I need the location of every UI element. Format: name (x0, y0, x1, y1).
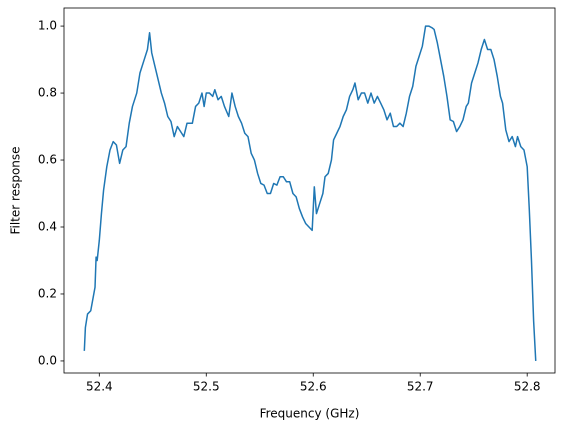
x-tick-label: 52.8 (514, 380, 541, 394)
y-tick-label: 0.0 (38, 353, 57, 367)
x-tick-label: 52.7 (407, 380, 434, 394)
x-tick-label: 52.5 (193, 380, 220, 394)
data-line (83, 25, 537, 361)
y-tick-label: 0.4 (38, 220, 57, 234)
y-tick-label: 0.8 (38, 86, 57, 100)
y-axis-label: Filter response (9, 146, 23, 234)
y-tick-label: 0.6 (38, 153, 57, 167)
axes-frame (63, 7, 556, 374)
x-tick-label: 52.6 (300, 380, 327, 394)
y-tick-label: 1.0 (38, 19, 57, 33)
y-tick-label: 0.2 (38, 286, 57, 300)
x-tick-label: 52.4 (86, 380, 113, 394)
x-axis-label: Frequency (GHz) (260, 407, 360, 421)
